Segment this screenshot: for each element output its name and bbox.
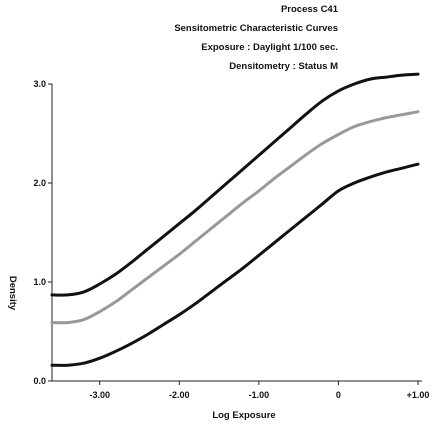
y-tick-label: 2.0 [33,178,46,188]
x-tick-label: -2.00 [169,390,190,400]
title-line-1: Process C41 [281,4,339,15]
title-line-3: Exposure : Daylight 1/100 sec. [201,42,338,53]
y-tick-label: 0.0 [33,376,46,386]
series-line-3 [50,162,420,367]
x-tick-label: -1.00 [249,390,270,400]
series-lines [50,72,420,367]
axis-ticks: 0.0 1.0 2.0 3.0 -3.00 -2.00 -1.00 0 +1.00 [33,79,429,400]
title-line-2: Sensitometric Characteristic Curves [174,23,338,34]
series-line-2 [50,110,420,325]
title-line-4: Densitometry : Status M [229,61,338,72]
axes [51,84,422,382]
x-axis-label: Log Exposure [212,410,275,421]
series-line-1 [50,72,420,297]
y-tick-label: 3.0 [33,79,46,89]
x-tick-label: 0 [336,390,341,400]
x-tick-label: +1.00 [407,390,430,400]
y-tick-label: 1.0 [33,277,46,287]
y-axis-label: Density [7,276,18,311]
x-tick-label: -3.00 [89,390,110,400]
chart-title: Process C41 Sensitometric Characteristic… [174,4,338,72]
